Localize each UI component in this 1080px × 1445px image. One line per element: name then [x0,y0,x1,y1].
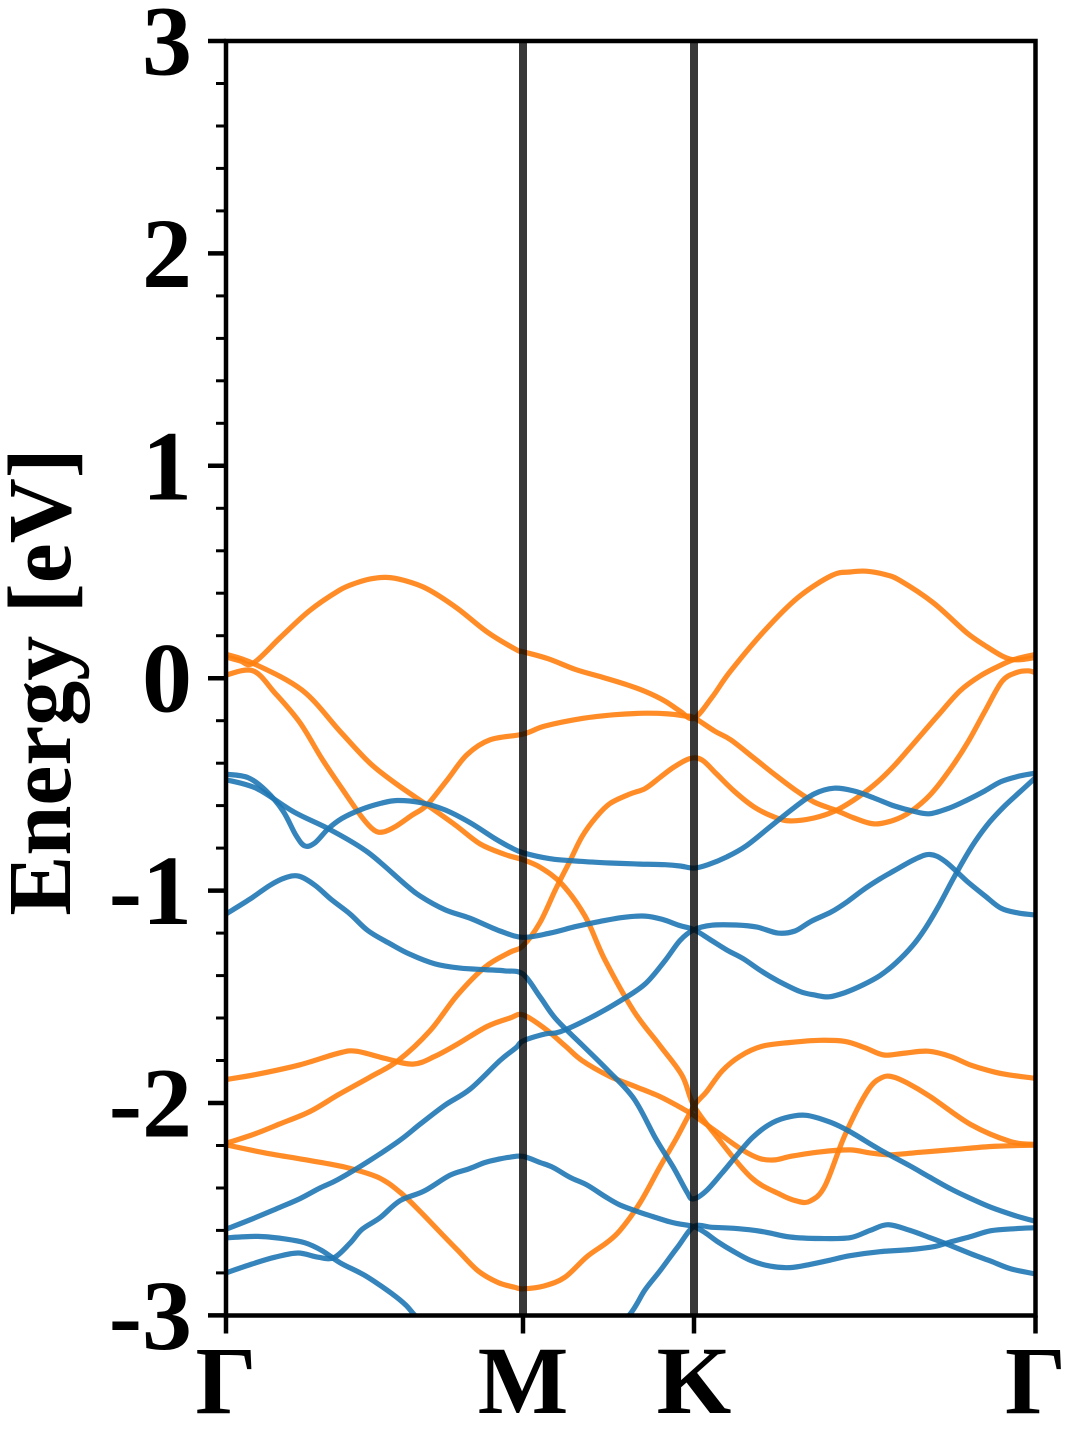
svg-text:-1: -1 [109,835,192,946]
svg-text:Γ: Γ [195,1327,256,1434]
svg-text:-3: -3 [109,1260,192,1371]
svg-text:Γ: Γ [1005,1327,1066,1434]
svg-text:M: M [478,1327,569,1434]
svg-text:Energy [eV]: Energy [eV] [0,448,90,915]
svg-text:0: 0 [142,623,192,734]
svg-text:-2: -2 [109,1048,192,1159]
svg-text:K: K [657,1327,732,1434]
svg-text:1: 1 [142,410,192,521]
svg-text:3: 3 [142,0,192,97]
svg-text:2: 2 [142,198,192,309]
